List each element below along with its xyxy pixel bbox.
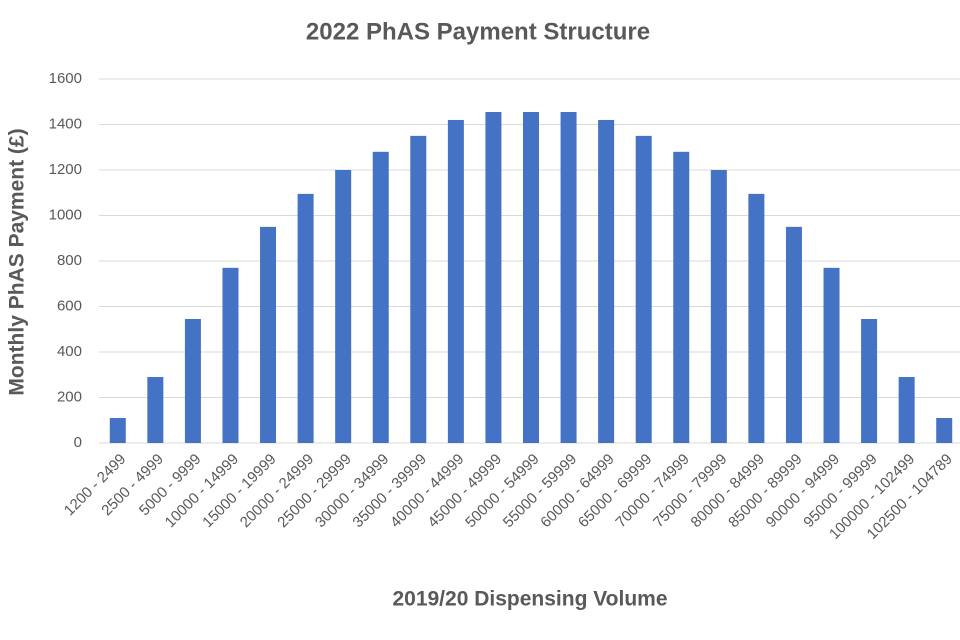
bar	[372, 151, 389, 444]
y-tick-label: 200	[57, 388, 82, 405]
y-tick-label: 1400	[49, 115, 82, 132]
y-tick-label: 0	[74, 434, 82, 451]
bar	[260, 226, 277, 443]
bar	[410, 135, 427, 443]
y-tick-label: 400	[57, 343, 82, 360]
bar	[673, 151, 690, 444]
bar	[710, 170, 727, 443]
y-tick-label: 1200	[49, 161, 82, 178]
y-tick-label: 1600	[49, 70, 82, 87]
bar	[447, 119, 464, 443]
bar	[147, 377, 164, 443]
bar	[222, 267, 239, 443]
bar	[598, 119, 615, 443]
y-tick-label: 600	[57, 297, 82, 314]
bar	[861, 319, 878, 443]
y-tick-label: 800	[57, 252, 82, 269]
y-tick-label: 1000	[49, 206, 82, 223]
x-axis-title: 2019/20 Dispensing Volume	[392, 588, 667, 611]
bar	[485, 111, 502, 444]
bar	[898, 377, 915, 443]
bar	[184, 319, 201, 443]
chart-title: 2022 PhAS Payment Structure	[306, 18, 650, 45]
bar	[748, 193, 765, 443]
bar	[823, 267, 840, 443]
bar	[560, 111, 577, 444]
y-axis-title: Monthly PhAS Payment (£)	[6, 128, 29, 395]
bar	[109, 417, 126, 443]
bar	[936, 417, 953, 443]
bar	[297, 193, 314, 443]
bar	[785, 226, 802, 443]
bar	[635, 135, 652, 443]
bar	[335, 170, 352, 443]
bar	[523, 111, 539, 444]
